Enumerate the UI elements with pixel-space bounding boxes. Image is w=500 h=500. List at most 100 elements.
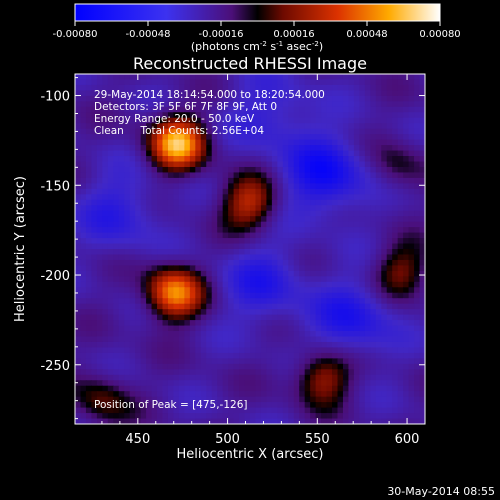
heatmap-cell xyxy=(75,145,82,152)
heatmap-cell xyxy=(315,287,322,294)
heatmap-cell xyxy=(135,188,142,195)
heatmap-cell xyxy=(359,172,366,179)
heatmap-cell xyxy=(364,385,371,392)
heatmap-cell xyxy=(310,123,317,130)
heatmap-cell xyxy=(408,194,415,201)
heatmap-cell xyxy=(140,166,147,174)
heatmap-cell xyxy=(140,303,147,310)
heatmap-cell xyxy=(217,227,224,234)
heatmap-cell xyxy=(157,161,164,168)
heatmap-cell xyxy=(321,303,328,310)
heatmap-cell xyxy=(222,287,229,294)
heatmap-cell xyxy=(167,227,175,234)
heatmap-cell xyxy=(85,402,93,409)
heatmap-cell xyxy=(222,194,229,201)
heatmap-cell xyxy=(364,106,371,113)
heatmap-cell xyxy=(337,292,344,299)
heatmap-cell xyxy=(96,210,103,217)
heatmap-cell xyxy=(414,309,421,316)
heatmap-cell xyxy=(146,145,153,152)
heatmap-cell xyxy=(129,238,136,245)
heatmap-cell xyxy=(189,156,196,163)
heatmap-cell xyxy=(386,380,393,387)
heatmap-cell xyxy=(332,177,339,184)
heatmap-cell xyxy=(135,227,142,234)
heatmap-cell xyxy=(167,281,175,288)
heatmap-cell xyxy=(140,314,147,321)
heatmap-cell xyxy=(195,194,202,201)
heatmap-cell xyxy=(277,391,284,398)
heatmap-cell xyxy=(260,238,268,245)
heatmap-cell xyxy=(397,292,404,299)
heatmap-cell xyxy=(200,74,207,81)
heatmap-cell xyxy=(299,101,306,108)
heatmap-cell xyxy=(353,385,360,392)
heatmap-cell xyxy=(403,352,410,359)
heatmap-cell xyxy=(233,418,240,424)
heatmap-cell xyxy=(353,363,360,370)
heatmap-cell xyxy=(118,90,125,97)
heatmap-cell xyxy=(277,210,284,217)
heatmap-cell xyxy=(414,331,421,338)
heatmap-cell xyxy=(124,221,131,228)
heatmap-cell xyxy=(375,336,382,343)
heatmap-cell xyxy=(206,314,213,321)
heatmap-cell xyxy=(96,352,103,359)
heatmap-cell xyxy=(414,259,421,267)
heatmap-cell xyxy=(250,341,257,349)
heatmap-cell xyxy=(211,402,218,409)
heatmap-cell xyxy=(397,139,404,146)
heatmap-cell xyxy=(140,139,147,146)
heatmap-cell xyxy=(96,249,103,256)
heatmap-cell xyxy=(277,238,284,245)
heatmap-cell xyxy=(228,117,235,124)
heatmap-cell xyxy=(348,90,355,97)
heatmap-cell xyxy=(206,128,213,135)
heatmap-cell xyxy=(293,101,300,108)
heatmap-cell xyxy=(419,254,425,261)
heatmap-cell xyxy=(80,331,87,338)
heatmap-cell xyxy=(200,249,207,256)
heatmap-cell xyxy=(419,177,425,184)
heatmap-cell xyxy=(408,385,415,392)
heatmap-cell xyxy=(140,238,147,245)
heatmap-cell xyxy=(102,145,109,152)
heatmap-cell xyxy=(375,150,382,157)
heatmap-cell xyxy=(321,183,328,190)
heatmap-cell xyxy=(277,358,284,365)
heatmap-cell xyxy=(140,161,147,168)
heatmap-cell xyxy=(419,402,425,409)
heatmap-cell xyxy=(244,391,251,398)
heatmap-cell xyxy=(408,90,415,97)
heatmap-cell xyxy=(353,270,360,277)
heatmap-cell xyxy=(157,418,164,424)
heatmap-cell xyxy=(80,314,87,321)
heatmap-cell xyxy=(228,106,235,113)
heatmap-cell xyxy=(151,139,158,146)
heatmap-cell xyxy=(392,199,399,206)
heatmap-cell xyxy=(321,161,328,168)
heatmap-cell xyxy=(310,281,317,288)
heatmap-cell xyxy=(271,276,278,283)
heatmap-cell xyxy=(304,101,311,108)
heatmap-cell xyxy=(255,292,262,299)
heatmap-cell xyxy=(288,210,295,217)
heatmap-cell xyxy=(151,232,158,239)
heatmap-cell xyxy=(124,413,131,420)
heatmap-cell xyxy=(408,341,415,349)
heatmap-cell xyxy=(239,216,246,223)
heatmap-cell xyxy=(408,74,415,81)
heatmap-cell xyxy=(195,74,202,81)
heatmap-cell xyxy=(282,418,289,424)
heatmap-cell xyxy=(91,254,98,261)
heatmap-cell xyxy=(173,177,180,184)
heatmap-cell xyxy=(271,90,278,97)
heatmap-cell xyxy=(151,391,158,398)
heatmap-cell xyxy=(118,303,125,310)
heatmap-cell xyxy=(375,210,382,217)
heatmap-cell xyxy=(228,243,235,250)
heatmap-cell xyxy=(233,117,240,124)
heatmap-cell xyxy=(184,325,191,332)
heatmap-cell xyxy=(244,320,251,327)
heatmap-cell xyxy=(386,210,393,217)
